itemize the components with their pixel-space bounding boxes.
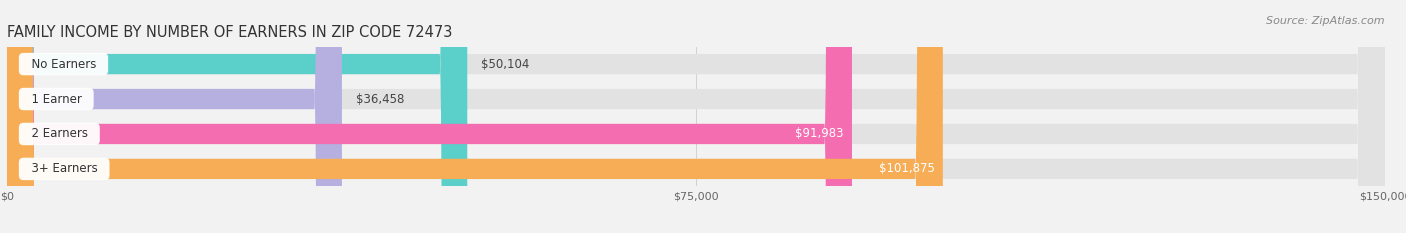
Text: FAMILY INCOME BY NUMBER OF EARNERS IN ZIP CODE 72473: FAMILY INCOME BY NUMBER OF EARNERS IN ZI… [7,25,453,40]
Text: $50,104: $50,104 [481,58,530,71]
Text: 2 Earners: 2 Earners [24,127,96,140]
FancyBboxPatch shape [7,0,1385,233]
Text: 3+ Earners: 3+ Earners [24,162,105,175]
Text: 1 Earner: 1 Earner [24,93,89,106]
Text: No Earners: No Earners [24,58,104,71]
FancyBboxPatch shape [7,0,852,233]
Text: $91,983: $91,983 [796,127,844,140]
FancyBboxPatch shape [7,0,1385,233]
Text: $36,458: $36,458 [356,93,404,106]
FancyBboxPatch shape [7,0,943,233]
FancyBboxPatch shape [7,0,1385,233]
FancyBboxPatch shape [7,0,467,233]
Text: $101,875: $101,875 [879,162,935,175]
FancyBboxPatch shape [7,0,1385,233]
Text: Source: ZipAtlas.com: Source: ZipAtlas.com [1267,16,1385,26]
FancyBboxPatch shape [7,0,342,233]
